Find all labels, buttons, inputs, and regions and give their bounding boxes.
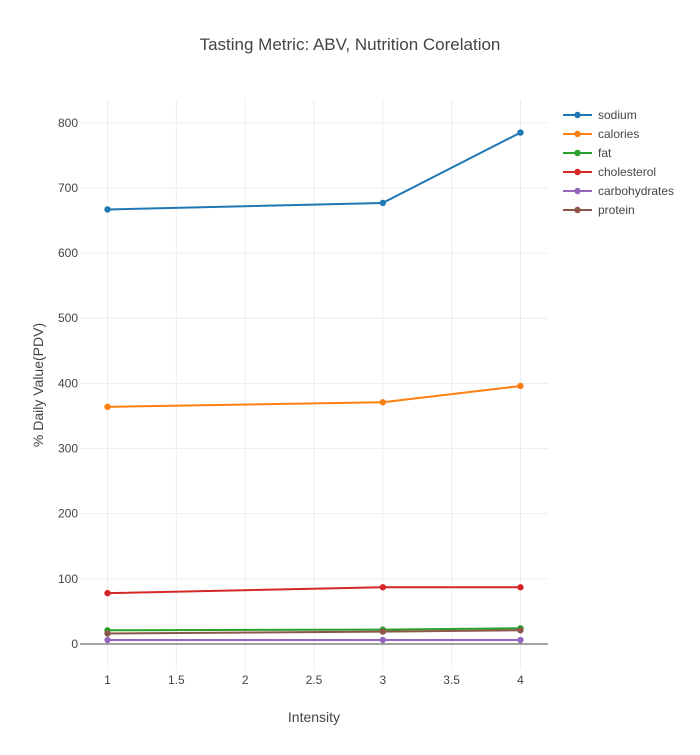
legend-item-fat[interactable]: fat bbox=[563, 146, 612, 160]
legend-swatch-marker bbox=[574, 130, 581, 138]
legend-item-calories[interactable]: calories bbox=[563, 127, 639, 141]
series-protein bbox=[104, 627, 524, 637]
series-group bbox=[104, 129, 524, 644]
data-point-protein[interactable] bbox=[104, 630, 111, 637]
y-tick-label: 500 bbox=[58, 311, 78, 325]
legend-swatch-marker bbox=[574, 111, 581, 119]
legend-label: fat bbox=[598, 146, 612, 160]
data-point-protein[interactable] bbox=[517, 627, 524, 634]
series-calories bbox=[104, 382, 524, 411]
y-axis-title: % Daily Value(PDV) bbox=[30, 323, 46, 447]
grid bbox=[80, 100, 548, 670]
y-tick-label: 0 bbox=[71, 637, 78, 651]
axes: 1 1.5 2 2.5 3 3.5 4 0 100 200 300 400 500 600 700 800 bbox=[58, 116, 548, 687]
data-point-cholesterol[interactable] bbox=[104, 589, 111, 597]
x-tick-label: 4 bbox=[517, 673, 524, 687]
y-tick-label: 200 bbox=[58, 507, 78, 521]
x-tick-label: 2.5 bbox=[306, 673, 323, 687]
data-point-carbohydrates[interactable] bbox=[517, 636, 524, 644]
y-tick-label: 800 bbox=[58, 116, 78, 130]
data-point-calories[interactable] bbox=[379, 399, 387, 406]
data-point-calories[interactable] bbox=[104, 403, 111, 411]
data-point-calories[interactable] bbox=[517, 382, 524, 390]
data-point-carbohydrates[interactable] bbox=[104, 636, 111, 644]
data-point-cholesterol[interactable] bbox=[379, 584, 387, 591]
y-tick-label: 600 bbox=[58, 246, 78, 260]
legend-label: carbohydrates bbox=[598, 184, 674, 198]
data-point-cholesterol[interactable] bbox=[517, 584, 524, 591]
legend-swatch-marker bbox=[574, 206, 581, 214]
legend: sodium calories fat cholesterol carbohydrate… bbox=[563, 108, 674, 217]
x-tick-label: 3.5 bbox=[443, 673, 460, 687]
data-point-sodium[interactable] bbox=[379, 199, 387, 207]
x-tick-label: 2 bbox=[242, 673, 249, 687]
data-point-protein[interactable] bbox=[379, 628, 387, 635]
legend-label: protein bbox=[598, 203, 635, 217]
series-sodium bbox=[104, 129, 524, 213]
series-cholesterol bbox=[104, 584, 524, 597]
legend-item-carbohydrates[interactable]: carbohydrates bbox=[563, 184, 674, 198]
legend-swatch-marker bbox=[574, 187, 581, 195]
y-tick-label: 700 bbox=[58, 181, 78, 195]
chart-title: Tasting Metric: ABV, Nutrition Corelatio… bbox=[200, 35, 501, 54]
legend-item-cholesterol[interactable]: cholesterol bbox=[563, 165, 656, 179]
x-tick-label: 3 bbox=[379, 673, 386, 687]
legend-label: calories bbox=[598, 127, 639, 141]
y-tick-label: 400 bbox=[58, 376, 78, 390]
legend-swatch-marker bbox=[574, 168, 581, 176]
x-tick-label: 1 bbox=[104, 673, 111, 687]
data-point-sodium[interactable] bbox=[517, 129, 524, 136]
data-point-sodium[interactable] bbox=[104, 206, 111, 213]
y-tick-label: 300 bbox=[58, 442, 78, 456]
series-carbohydrates bbox=[104, 636, 524, 644]
x-axis-title: Intensity bbox=[288, 709, 340, 725]
legend-swatch-marker bbox=[574, 149, 581, 157]
legend-label: cholesterol bbox=[598, 165, 656, 179]
y-tick-label: 100 bbox=[58, 572, 78, 586]
legend-label: sodium bbox=[598, 108, 637, 122]
x-tick-label: 1.5 bbox=[168, 673, 185, 687]
legend-item-sodium[interactable]: sodium bbox=[563, 108, 637, 122]
data-point-carbohydrates[interactable] bbox=[379, 636, 387, 644]
legend-item-protein[interactable]: protein bbox=[563, 203, 635, 217]
